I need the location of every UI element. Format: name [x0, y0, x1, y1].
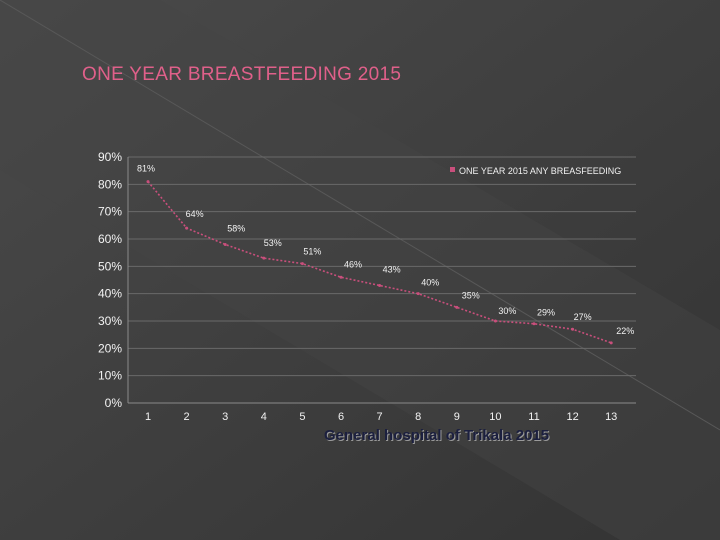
data-point [262, 256, 266, 260]
data-label: 58% [227, 223, 245, 233]
data-point [493, 319, 497, 323]
data-label: 29% [537, 308, 555, 318]
legend-swatch [450, 167, 455, 172]
data-label: 53% [264, 238, 282, 248]
x-tick-label: 4 [261, 411, 267, 423]
data-label: 30% [498, 306, 516, 316]
data-label: 35% [462, 290, 480, 300]
y-tick-label: 10% [98, 369, 122, 383]
x-tick-label: 7 [377, 411, 383, 423]
x-tick-label: 10 [489, 411, 501, 423]
x-tick-label: 6 [338, 411, 344, 423]
y-tick-label: 60% [98, 232, 122, 246]
data-point [532, 322, 536, 326]
y-tick-label: 30% [98, 314, 122, 328]
x-tick-label: 9 [454, 411, 460, 423]
data-point [185, 226, 189, 230]
data-label: 46% [344, 259, 362, 269]
y-tick-label: 50% [98, 259, 122, 273]
x-tick-label: 3 [222, 411, 228, 423]
y-tick-label: 80% [98, 177, 122, 191]
data-point [223, 242, 227, 246]
x-tick-label: 1 [145, 411, 151, 423]
slide-title: ONE YEAR BREASTFEEDING 2015 [82, 64, 402, 85]
x-tick-label: 5 [299, 411, 305, 423]
x-tick-label: 11 [528, 411, 539, 423]
x-tick-label: 12 [566, 411, 578, 423]
chart-caption: General hospital of Trikala 2015 [324, 427, 550, 444]
data-label: 51% [303, 247, 321, 257]
data-point [455, 305, 459, 309]
data-point [339, 275, 343, 279]
x-tick-label: 2 [184, 411, 190, 423]
data-point [300, 262, 304, 266]
legend-label: ONE YEAR 2015 ANY BREASFEEDING [459, 166, 621, 176]
x-tick-label: 8 [415, 411, 421, 423]
data-label: 64% [186, 209, 204, 219]
y-tick-label: 40% [98, 287, 122, 301]
x-tick-label: 13 [605, 411, 617, 423]
y-tick-label: 0% [105, 396, 123, 410]
data-point [416, 292, 420, 296]
data-label: 81% [137, 164, 155, 174]
data-point [378, 283, 382, 287]
data-label: 40% [421, 278, 439, 288]
series-line [147, 181, 612, 344]
y-tick-label: 70% [98, 205, 122, 219]
data-label: 22% [616, 326, 634, 336]
y-tick-label: 90% [98, 150, 122, 164]
data-label: 43% [383, 264, 401, 274]
y-tick-label: 20% [98, 341, 122, 355]
data-point [609, 341, 613, 345]
data-label: 27% [574, 312, 592, 322]
data-point [571, 327, 575, 331]
data-point [146, 180, 150, 184]
